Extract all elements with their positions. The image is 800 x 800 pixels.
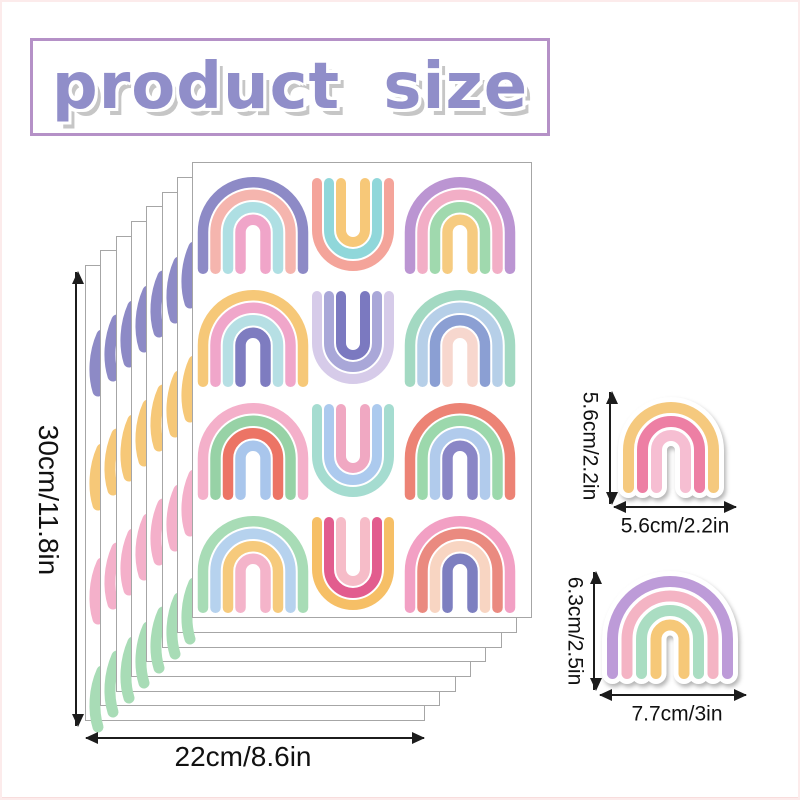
rainbow-sticker-left [197, 402, 309, 502]
sheet-edge-rainbow-legs [181, 241, 200, 645]
sheet-edge-rainbow-legs [89, 329, 108, 733]
sheet-width-arrow [85, 732, 425, 744]
rainbow-arch-svg [197, 516, 309, 614]
rainbow-sticker-middle [311, 402, 395, 498]
rainbow-sticker-right [404, 515, 516, 615]
large-sticker-height-label: 6.3cm/2.5in [563, 576, 587, 686]
rainbow-arch-svg [197, 177, 309, 275]
sheet-edge-rainbow-legs [165, 256, 184, 659]
sheet-row-1 [193, 176, 531, 276]
rainbow-arch-svg [404, 403, 516, 501]
page-title: product size [51, 50, 529, 124]
rainbow-arch-svg [197, 403, 309, 501]
sheet-row-3 [193, 402, 531, 502]
small-rainbow-sticker [618, 396, 724, 500]
rainbow-sticker-middle [311, 289, 395, 385]
rainbow-cup-svg [312, 517, 395, 611]
sheet-edge-rainbow-legs [135, 285, 154, 689]
rainbow-arch-svg [197, 290, 309, 388]
large-sticker-width-label: 7.7cm/3in [631, 702, 723, 726]
small-sticker-width-arrow [613, 501, 737, 513]
rainbow-sticker-left [197, 515, 309, 615]
sheet-height-arrow [72, 271, 84, 727]
rainbow-sticker-left [197, 289, 309, 389]
sheet-row-2 [193, 289, 531, 389]
rainbow-arch-svg [618, 397, 724, 498]
large-sticker-height-arrow [590, 571, 602, 691]
sheet-row-4 [193, 515, 531, 615]
large-rainbow-sticker [602, 570, 738, 686]
rainbow-cup-svg [312, 404, 395, 498]
sheet-width-label: 22cm/8.6in [174, 741, 312, 772]
rainbow-cup-svg [312, 291, 395, 385]
rainbow-sticker-middle [311, 176, 395, 272]
sheet-edge-rainbow-legs [150, 270, 169, 674]
sticker-sheet-front [192, 162, 533, 619]
rainbow-arch-svg [602, 571, 738, 684]
rainbow-sticker-right [404, 176, 516, 276]
rainbow-arch-svg [404, 290, 516, 388]
rainbow-sticker-right [404, 289, 516, 389]
rainbow-sticker-left [197, 176, 309, 276]
large-sticker-width-arrow [599, 689, 747, 701]
small-sticker-width-label: 5.6cm/2.2in [620, 514, 730, 538]
sheet-height-label: 30cm/11.8in [33, 424, 64, 576]
rainbow-arch-svg [404, 177, 516, 275]
sheet-edge-rainbow-legs [104, 314, 123, 718]
small-sticker-height-arrow [606, 391, 618, 505]
rainbow-cup-svg [312, 178, 395, 272]
rainbow-sticker-right [404, 402, 516, 502]
rainbow-sticker-middle [311, 515, 395, 611]
small-sticker-height-label: 5.6cm/2.2in [578, 391, 602, 501]
title-box: product size [30, 38, 550, 136]
rainbow-arch-svg [404, 516, 516, 614]
sheet-edge-rainbow-legs [120, 300, 139, 704]
